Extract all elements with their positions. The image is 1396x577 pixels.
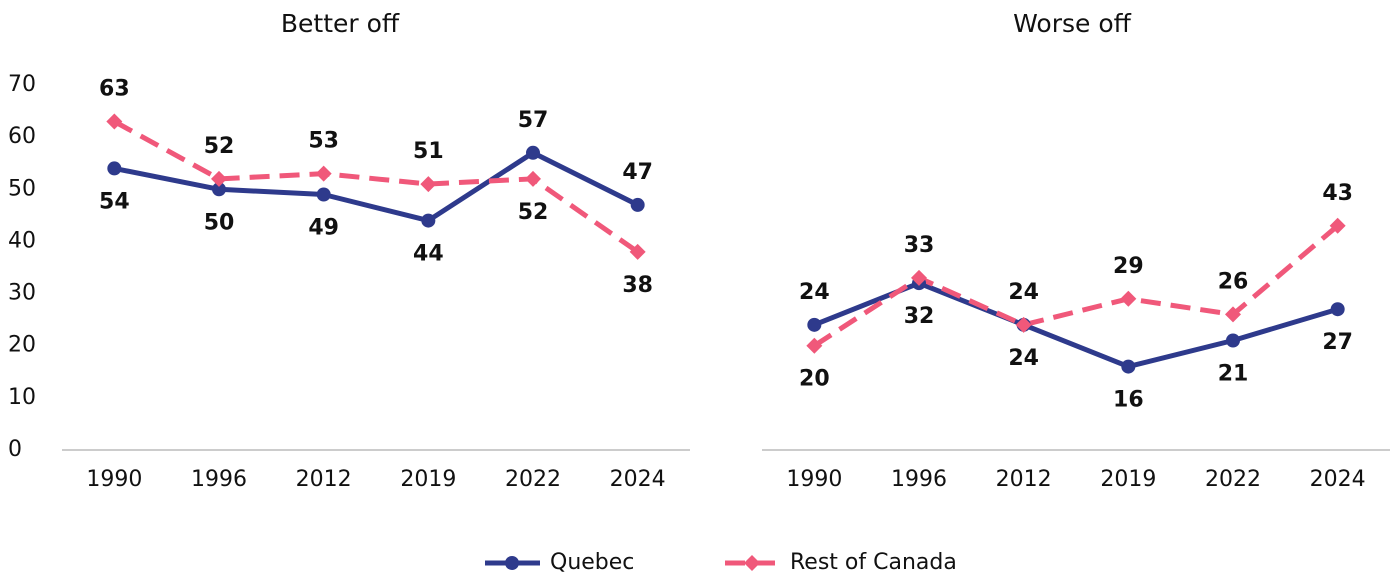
y-tick-label: 10 [8, 385, 36, 410]
point [630, 197, 645, 212]
y-tick-label: 40 [8, 228, 36, 253]
data-label: 57 [518, 108, 549, 133]
data-label: 27 [1322, 330, 1353, 355]
point [525, 170, 541, 187]
point [1225, 306, 1241, 323]
data-label: 52 [518, 200, 549, 225]
data-label: 51 [413, 139, 444, 164]
x-tick-label: 2022 [1205, 467, 1261, 492]
line [113, 119, 640, 254]
x-tick-label: 1996 [891, 467, 947, 492]
chart-title: Worse off [1013, 9, 1131, 38]
point [106, 113, 123, 130]
data-label: 47 [622, 160, 653, 185]
y-tick-label: 30 [8, 281, 36, 306]
x-tick-label: 1990 [86, 467, 142, 492]
legend-label: Quebec [550, 550, 634, 575]
point [806, 337, 823, 354]
x-tick-label: 1996 [191, 467, 247, 492]
data-label: 49 [308, 216, 339, 241]
data-label: 38 [622, 273, 653, 298]
data-label: 24 [1008, 280, 1039, 305]
point [1226, 333, 1240, 348]
point [107, 161, 122, 176]
point [1015, 316, 1032, 333]
x-tick-label: 2019 [400, 467, 456, 492]
point [316, 187, 331, 202]
y-tick-label: 70 [8, 72, 36, 97]
y-tick-label: 20 [8, 333, 36, 358]
x-tick-label: 2012 [296, 467, 352, 492]
point [212, 182, 226, 197]
point [1329, 217, 1346, 234]
data-label: 20 [799, 367, 830, 392]
x-tick-label: 1990 [786, 467, 842, 492]
data-label: 26 [1218, 269, 1249, 294]
data-label: 32 [904, 304, 935, 329]
data-label: 44 [413, 242, 444, 267]
data-label: 54 [99, 189, 130, 214]
data-label: 24 [1008, 346, 1039, 371]
x-tick-label: 2012 [996, 467, 1052, 492]
point [505, 556, 519, 570]
data-label: 29 [1113, 254, 1144, 279]
point [526, 145, 540, 160]
point [1121, 359, 1136, 374]
data-label: 50 [204, 210, 235, 235]
point [911, 269, 927, 286]
chart-title: Better off [281, 9, 400, 38]
point [744, 555, 760, 571]
y-tick-label: 0 [8, 437, 22, 462]
data-label: 16 [1113, 388, 1144, 413]
x-tick-label: 2024 [1310, 467, 1366, 492]
point [211, 170, 227, 187]
data-label: 52 [204, 134, 235, 159]
point [1330, 302, 1345, 317]
line [812, 223, 1340, 348]
point [315, 165, 332, 182]
point [1120, 290, 1137, 307]
point [420, 176, 437, 193]
y-tick-label: 50 [8, 176, 36, 201]
point [629, 243, 646, 260]
x-tick-label: 2022 [505, 467, 561, 492]
y-tick-label: 60 [8, 124, 36, 149]
data-label: 21 [1218, 362, 1249, 387]
data-label: 33 [904, 233, 935, 258]
line [113, 150, 639, 224]
point [807, 317, 822, 332]
data-label: 43 [1322, 181, 1353, 206]
data-label: 24 [799, 280, 830, 305]
data-label: 63 [99, 77, 130, 102]
point [421, 213, 436, 228]
x-tick-label: 2019 [1100, 467, 1156, 492]
x-tick-label: 2024 [610, 467, 666, 492]
data-label: 53 [308, 129, 339, 154]
legend-label: Rest of Canada [790, 550, 957, 575]
